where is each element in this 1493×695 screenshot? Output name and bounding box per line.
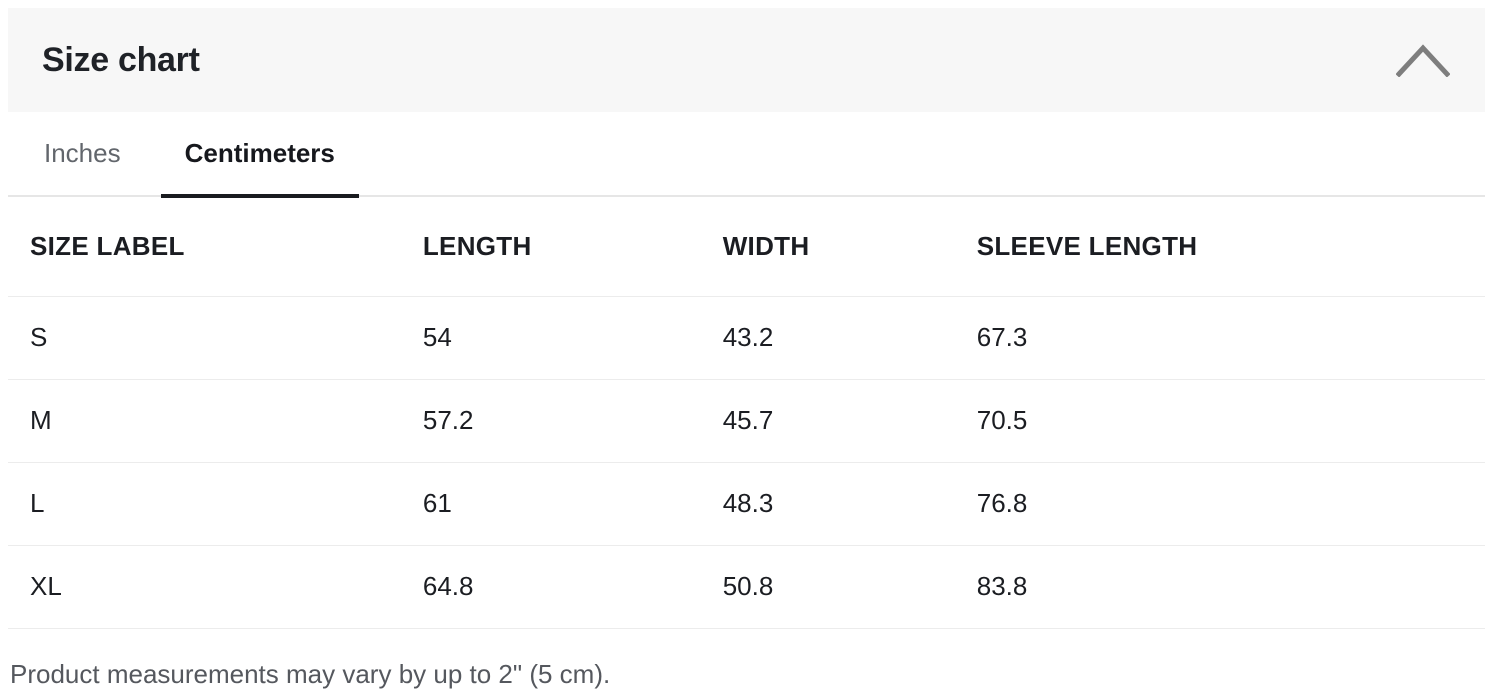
cell-size: L [8,462,401,546]
column-header-width: WIDTH [700,197,955,297]
cell-length: 54 [400,296,701,380]
chevron-up-icon [1395,44,1451,80]
cell-size: XL [8,545,401,629]
table-row: M 57.2 45.7 70.5 [8,379,1485,463]
table-row: L 61 48.3 76.8 [8,462,1485,546]
size-table: SIZE LABEL LENGTH WIDTH SLEEVE LENGTH S … [8,197,1485,629]
cell-sleeve-length: 76.8 [954,462,1485,546]
column-header-length: LENGTH [400,197,701,297]
cell-length: 61 [400,462,701,546]
unit-tabs: Inches Centimeters [8,112,1485,198]
cell-sleeve-length: 70.5 [954,379,1485,463]
measurement-disclaimer: Product measurements may vary by up to 2… [10,658,611,689]
tab-centimeters[interactable]: Centimeters [160,112,360,198]
size-chart-title: Size chart [42,40,200,79]
collapse-button[interactable] [1395,43,1451,80]
size-chart-header: Size chart [8,8,1485,112]
cell-sleeve-length: 67.3 [954,296,1485,380]
cell-width: 43.2 [700,296,955,380]
cell-length: 64.8 [400,545,701,629]
table-header-row: SIZE LABEL LENGTH WIDTH SLEEVE LENGTH [8,197,1485,297]
cell-width: 48.3 [700,462,955,546]
table-row: XL 64.8 50.8 83.8 [8,545,1485,629]
tab-inches[interactable]: Inches [20,112,145,195]
cell-sleeve-length: 83.8 [954,545,1485,629]
column-header-sleeve-length: SLEEVE LENGTH [954,197,1485,297]
cell-width: 50.8 [700,545,955,629]
column-header-size-label: SIZE LABEL [8,197,401,297]
cell-size: M [8,379,401,463]
table-row: S 54 43.2 67.3 [8,296,1485,380]
size-chart-panel: Size chart Inches Centimeters SIZE LABEL… [8,8,1485,690]
cell-width: 45.7 [700,379,955,463]
cell-size: S [8,296,401,380]
cell-length: 57.2 [400,379,701,463]
